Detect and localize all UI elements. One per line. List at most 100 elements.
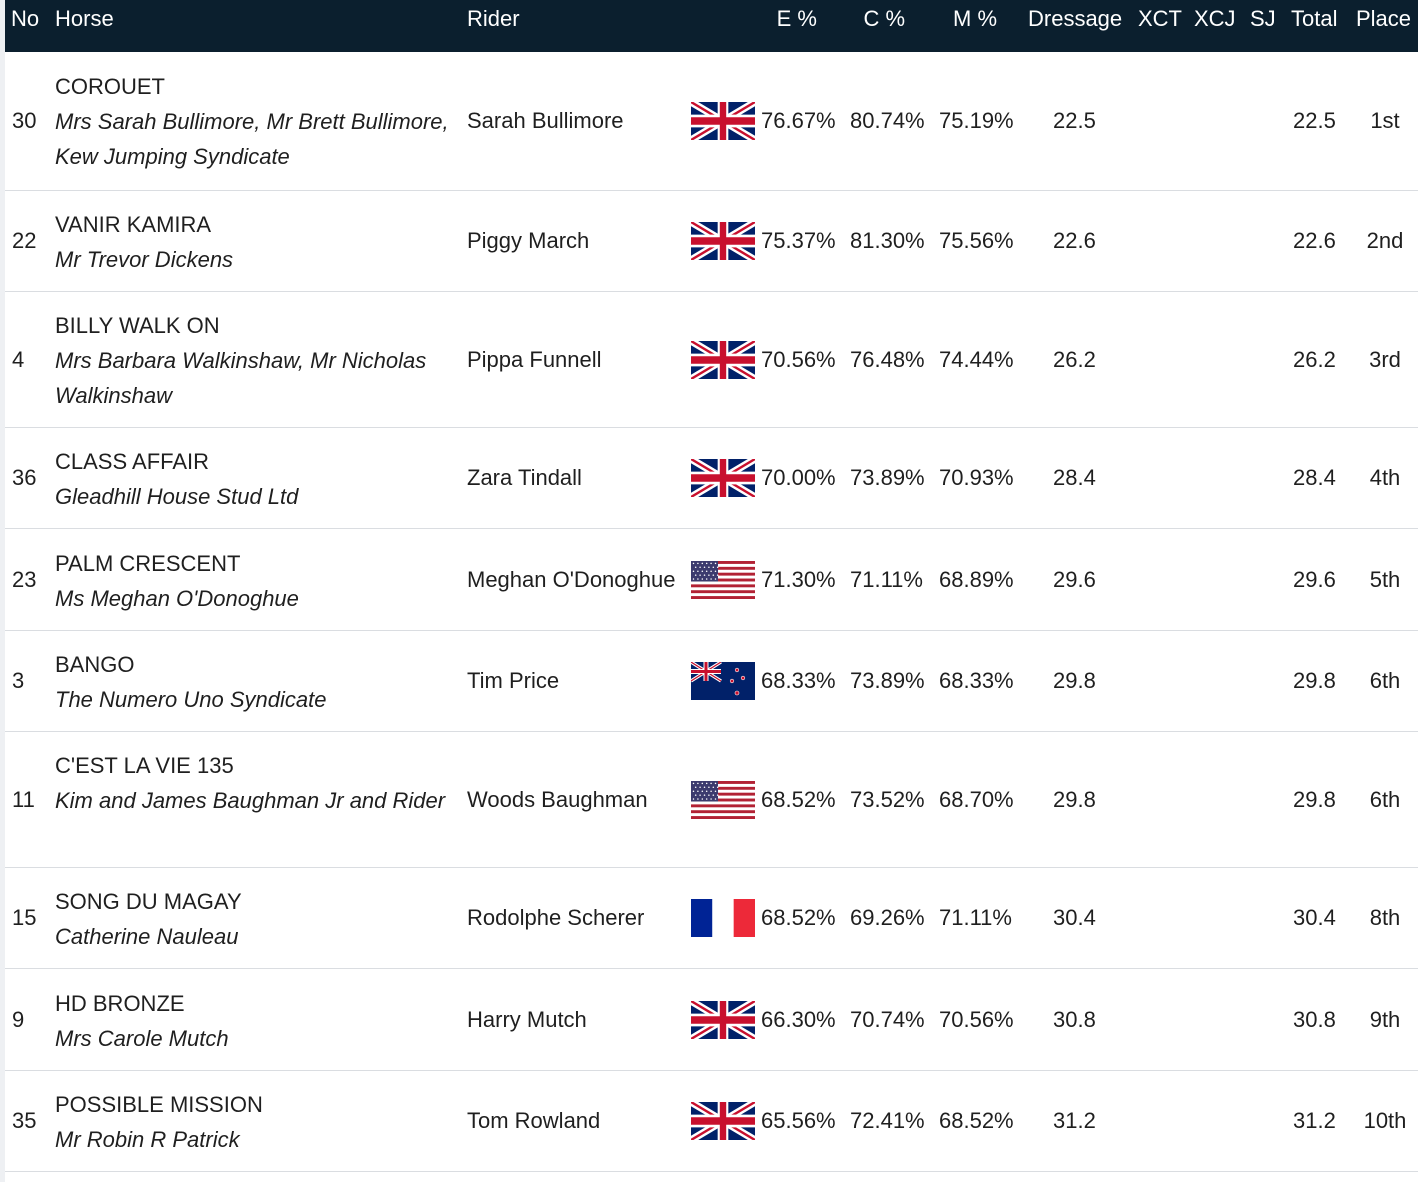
placing: 10th xyxy=(1363,1108,1407,1133)
e-score: 71.30% xyxy=(761,567,836,592)
rider-name[interactable]: Tom Rowland xyxy=(467,1108,601,1133)
col-xct[interactable]: XCT xyxy=(1138,6,1182,31)
rider-name[interactable]: Tim Price xyxy=(467,668,560,693)
horse-owner: The Numero Uno Syndicate xyxy=(55,687,327,712)
col-xcj[interactable]: XCJ xyxy=(1194,6,1236,31)
col-total[interactable]: Total xyxy=(1291,6,1338,31)
horse-owner: Mrs Carole Mutch xyxy=(55,1026,229,1051)
placing: 3rd xyxy=(1369,346,1401,372)
horse-name[interactable]: COROUET xyxy=(55,74,165,99)
total-score: 29.8 xyxy=(1293,668,1336,693)
horse-name[interactable]: POSSIBLE MISSION xyxy=(55,1092,263,1117)
start-number: 11 xyxy=(12,786,35,812)
horse-cell: HD BRONZE Mrs Carole Mutch xyxy=(55,987,455,1056)
table-row[interactable]: 9 HD BRONZE Mrs Carole Mutch Harry Mutch 66.… xyxy=(5,970,1418,1071)
c-score: 71.11% xyxy=(850,567,923,592)
left-edge xyxy=(0,0,5,1182)
horse-owner: Ms Meghan O'Donoghue xyxy=(55,586,299,611)
table-row[interactable]: 35 POSSIBLE MISSION Mr Robin R Patrick Tom … xyxy=(5,1071,1418,1172)
horse-cell: BANGO The Numero Uno Syndicate xyxy=(55,648,455,717)
c-score: 76.48% xyxy=(850,346,925,372)
placing: 2nd xyxy=(1366,228,1404,253)
c-score: 81.30% xyxy=(850,228,925,253)
e-score: 68.52% xyxy=(761,786,836,812)
col-horse[interactable]: Horse xyxy=(55,6,114,31)
m-score: 68.89% xyxy=(939,567,1014,592)
horse-name[interactable]: SONG DU MAGAY xyxy=(55,889,242,914)
col-rider[interactable]: Rider xyxy=(467,6,520,31)
c-score: 73.89% xyxy=(850,668,925,693)
start-number: 4 xyxy=(12,346,25,372)
col-c[interactable]: C % xyxy=(863,6,905,31)
horse-cell: C'EST LA VIE 135 Kim and James Baughman J… xyxy=(55,749,455,818)
table-row[interactable]: 11 C'EST LA VIE 135 Kim and James Baughman… xyxy=(5,732,1418,868)
m-score: 74.44% xyxy=(939,346,1014,372)
gb-flag-icon xyxy=(689,1098,757,1144)
e-score: 66.30% xyxy=(761,1007,836,1032)
rider-name[interactable]: Woods Baughman xyxy=(467,786,648,812)
placing: 5th xyxy=(1369,567,1401,592)
table-row[interactable]: 3 BANGO The Numero Uno Syndicate Tim Price 6… xyxy=(5,631,1418,732)
horse-owner: Mr Robin R Patrick xyxy=(55,1127,240,1152)
m-score: 70.93% xyxy=(939,465,1014,490)
total-score: 22.5 xyxy=(1293,108,1336,133)
start-number: 22 xyxy=(12,228,37,253)
e-score: 68.52% xyxy=(761,905,836,930)
total-score: 28.4 xyxy=(1293,465,1336,490)
rider-name[interactable]: Rodolphe Scherer xyxy=(467,905,645,930)
horse-cell: COROUET Mrs Sarah Bullimore, Mr Brett Bul… xyxy=(55,70,455,174)
start-number: 15 xyxy=(12,905,37,930)
horse-owner: Gleadhill House Stud Ltd xyxy=(55,484,299,509)
table-header: No Horse Rider E % C % M % Dressage XCT … xyxy=(5,0,1418,52)
gb-flag-icon xyxy=(689,98,757,144)
start-number: 23 xyxy=(12,567,37,592)
placing: 8th xyxy=(1369,905,1401,930)
dressage-score: 29.6 xyxy=(1053,567,1096,592)
horse-cell: VANIR KAMIRA Mr Trevor Dickens xyxy=(55,208,455,277)
col-m[interactable]: M % xyxy=(953,6,997,31)
nz-flag-icon xyxy=(690,660,755,700)
horse-owner: Kim and James Baughman Jr and Rider xyxy=(55,788,446,813)
rider-name[interactable]: Sarah Bullimore xyxy=(467,108,624,133)
rider-name[interactable]: Zara Tindall xyxy=(467,465,582,490)
col-place[interactable]: Place xyxy=(1356,6,1412,31)
placing: 9th xyxy=(1369,1007,1401,1032)
m-score: 70.56% xyxy=(939,1007,1014,1032)
table-row[interactable]: 4 BILLY WALK ON Mrs Barbara Walkinshaw, Mr… xyxy=(5,292,1418,428)
m-score: 75.19% xyxy=(939,108,1014,133)
dressage-score: 30.4 xyxy=(1053,905,1096,930)
rider-name[interactable]: Meghan O'Donoghue xyxy=(467,567,676,592)
horse-name[interactable]: VANIR KAMIRA xyxy=(55,212,212,237)
col-e[interactable]: E % xyxy=(776,6,817,31)
total-score: 31.2 xyxy=(1293,1108,1336,1133)
m-score: 68.33% xyxy=(939,668,1014,693)
col-sj[interactable]: SJ xyxy=(1250,6,1276,31)
total-score: 30.8 xyxy=(1293,1007,1336,1032)
col-no[interactable]: No xyxy=(11,6,40,31)
table-row[interactable]: 15 SONG DU MAGAY Catherine Nauleau Rodolphe… xyxy=(5,868,1418,969)
horse-cell: SONG DU MAGAY Catherine Nauleau xyxy=(55,885,455,954)
horse-name[interactable]: BANGO xyxy=(55,652,135,677)
rider-name[interactable]: Harry Mutch xyxy=(467,1007,587,1032)
total-score: 30.4 xyxy=(1293,905,1336,930)
table-row[interactable]: 23 PALM CRESCENT Ms Meghan O'Donoghue Megha… xyxy=(5,530,1418,631)
total-score: 29.8 xyxy=(1293,786,1336,812)
col-dressage[interactable]: Dressage xyxy=(1028,6,1123,31)
m-score: 71.11% xyxy=(939,905,1012,930)
horse-name[interactable]: BILLY WALK ON xyxy=(55,313,220,338)
rider-name[interactable]: Piggy March xyxy=(467,228,590,253)
us-flag-icon xyxy=(691,561,755,599)
e-score: 70.56% xyxy=(761,346,836,372)
horse-name[interactable]: HD BRONZE xyxy=(55,991,185,1016)
horse-name[interactable]: PALM CRESCENT xyxy=(55,551,241,576)
table-row[interactable]: 22 VANIR KAMIRA Mr Trevor Dickens Piggy Mar… xyxy=(5,191,1418,292)
rider-name[interactable]: Pippa Funnell xyxy=(467,346,602,372)
horse-name[interactable]: CLASS AFFAIR xyxy=(55,449,210,474)
table-row[interactable]: 30 COROUET Mrs Sarah Bullimore, Mr Brett B… xyxy=(5,52,1418,191)
horse-cell: PALM CRESCENT Ms Meghan O'Donoghue xyxy=(55,547,455,616)
table-row[interactable]: 36 CLASS AFFAIR Gleadhill House Stud Ltd Za… xyxy=(5,428,1418,529)
horse-name[interactable]: C'EST LA VIE 135 xyxy=(55,753,234,778)
dressage-score: 26.2 xyxy=(1053,346,1096,372)
horse-owner: Mrs Barbara Walkinshaw, Mr Nicholas Walk… xyxy=(55,348,427,408)
dressage-score: 22.5 xyxy=(1053,108,1096,133)
